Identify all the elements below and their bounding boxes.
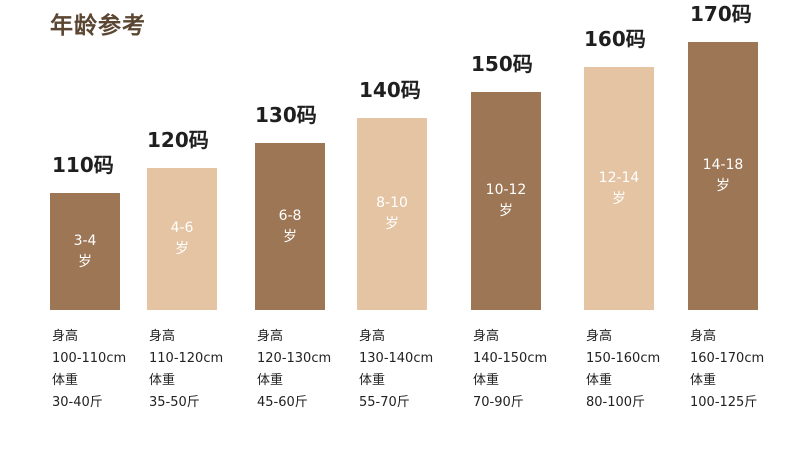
size-specs: 身高 150-160cm 体重 80-100斤 [586, 326, 660, 414]
age-range-label: 10-12 [485, 182, 527, 198]
spec-weight-label: 体重 [52, 373, 79, 388]
age-unit-label: 岁 [612, 190, 626, 207]
spec-weight-label: 体重 [473, 373, 500, 388]
bar: 14-18 岁 [688, 42, 758, 310]
size-label: 170码 [690, 2, 752, 26]
spec-height: 130-140cm [359, 351, 434, 366]
bar: 8-10 岁 [357, 118, 427, 310]
age-unit-label: 岁 [716, 178, 730, 194]
spec-height: 150-160cm [586, 351, 661, 366]
spec-weight: 80-100斤 [586, 395, 646, 410]
size-label: 150码 [471, 52, 533, 76]
bar: 10-12 岁 [471, 92, 541, 310]
spec-height-label: 身高 [149, 329, 176, 344]
bar: 12-14 岁 [584, 67, 654, 310]
size-label: 130码 [255, 103, 317, 127]
spec-height-label: 身高 [586, 329, 613, 344]
age-range-label: 14-18 [702, 157, 744, 173]
spec-weight: 70-90斤 [473, 395, 524, 410]
spec-weight: 100-125斤 [690, 395, 758, 410]
size-specs: 身高 160-170cm 体重 100-125斤 [690, 326, 764, 414]
spec-height: 110-120cm [149, 351, 224, 366]
spec-weight: 45-60斤 [257, 395, 308, 410]
spec-weight-label: 体重 [690, 373, 717, 388]
age-range-label: 3-4 [73, 232, 97, 249]
spec-height-label: 身高 [52, 329, 79, 344]
age-range-label: 8-10 [376, 195, 408, 211]
age-unit-label: 岁 [78, 253, 92, 270]
size-specs: 身高 130-140cm 体重 55-70斤 [359, 326, 433, 414]
age-unit-label: 岁 [175, 241, 189, 257]
age-range-label: 6-8 [278, 207, 302, 224]
spec-weight-label: 体重 [359, 373, 386, 388]
spec-height: 160-170cm [690, 351, 765, 366]
size-label: 160码 [584, 27, 646, 51]
spec-height-label: 身高 [257, 329, 284, 344]
spec-weight-label: 体重 [586, 373, 613, 388]
size-specs: 身高 110-120cm 体重 35-50斤 [149, 326, 223, 414]
spec-height: 100-110cm [52, 351, 127, 366]
spec-height-label: 身高 [690, 329, 717, 344]
spec-weight: 35-50斤 [149, 395, 200, 410]
size-specs: 身高 120-130cm 体重 45-60斤 [257, 326, 331, 414]
size-specs: 身高 100-110cm 体重 30-40斤 [52, 326, 126, 414]
bar: 6-8 岁 [255, 143, 325, 310]
age-range-label: 4-6 [170, 220, 194, 236]
bar: 3-4 岁 [50, 193, 120, 310]
bar: 4-6 岁 [147, 168, 217, 310]
size-specs: 身高 140-150cm 体重 70-90斤 [473, 326, 547, 414]
age-unit-label: 岁 [385, 216, 399, 232]
size-label: 120码 [147, 128, 209, 152]
spec-weight: 55-70斤 [359, 395, 410, 410]
age-range-label: 12-14 [598, 169, 640, 186]
size-label: 140码 [359, 78, 421, 102]
spec-weight: 30-40斤 [52, 395, 103, 410]
spec-height-label: 身高 [359, 329, 386, 344]
spec-weight-label: 体重 [257, 373, 284, 388]
spec-height: 140-150cm [473, 351, 548, 366]
age-unit-label: 岁 [499, 203, 513, 219]
size-label: 110码 [52, 153, 114, 177]
age-unit-label: 岁 [283, 228, 297, 245]
page-title: 年龄参考 [50, 13, 146, 39]
spec-height-label: 身高 [473, 329, 500, 344]
spec-height: 120-130cm [257, 351, 332, 366]
spec-weight-label: 体重 [149, 373, 176, 388]
